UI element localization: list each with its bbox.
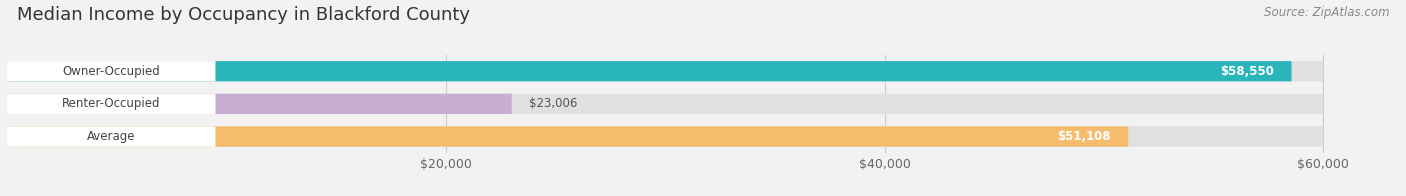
Text: $51,108: $51,108	[1057, 130, 1111, 143]
Text: Average: Average	[87, 130, 135, 143]
FancyBboxPatch shape	[7, 94, 512, 114]
FancyBboxPatch shape	[7, 94, 215, 114]
FancyBboxPatch shape	[7, 126, 215, 147]
Text: $23,006: $23,006	[529, 97, 578, 110]
Text: Owner-Occupied: Owner-Occupied	[62, 65, 160, 78]
Text: Median Income by Occupancy in Blackford County: Median Income by Occupancy in Blackford …	[17, 6, 470, 24]
FancyBboxPatch shape	[7, 61, 1323, 81]
Text: $58,550: $58,550	[1220, 65, 1274, 78]
FancyBboxPatch shape	[7, 94, 1323, 114]
FancyBboxPatch shape	[7, 126, 1323, 147]
FancyBboxPatch shape	[7, 126, 1128, 147]
FancyBboxPatch shape	[7, 61, 215, 81]
FancyBboxPatch shape	[7, 61, 1292, 81]
Text: Renter-Occupied: Renter-Occupied	[62, 97, 160, 110]
Text: Source: ZipAtlas.com: Source: ZipAtlas.com	[1264, 6, 1389, 19]
